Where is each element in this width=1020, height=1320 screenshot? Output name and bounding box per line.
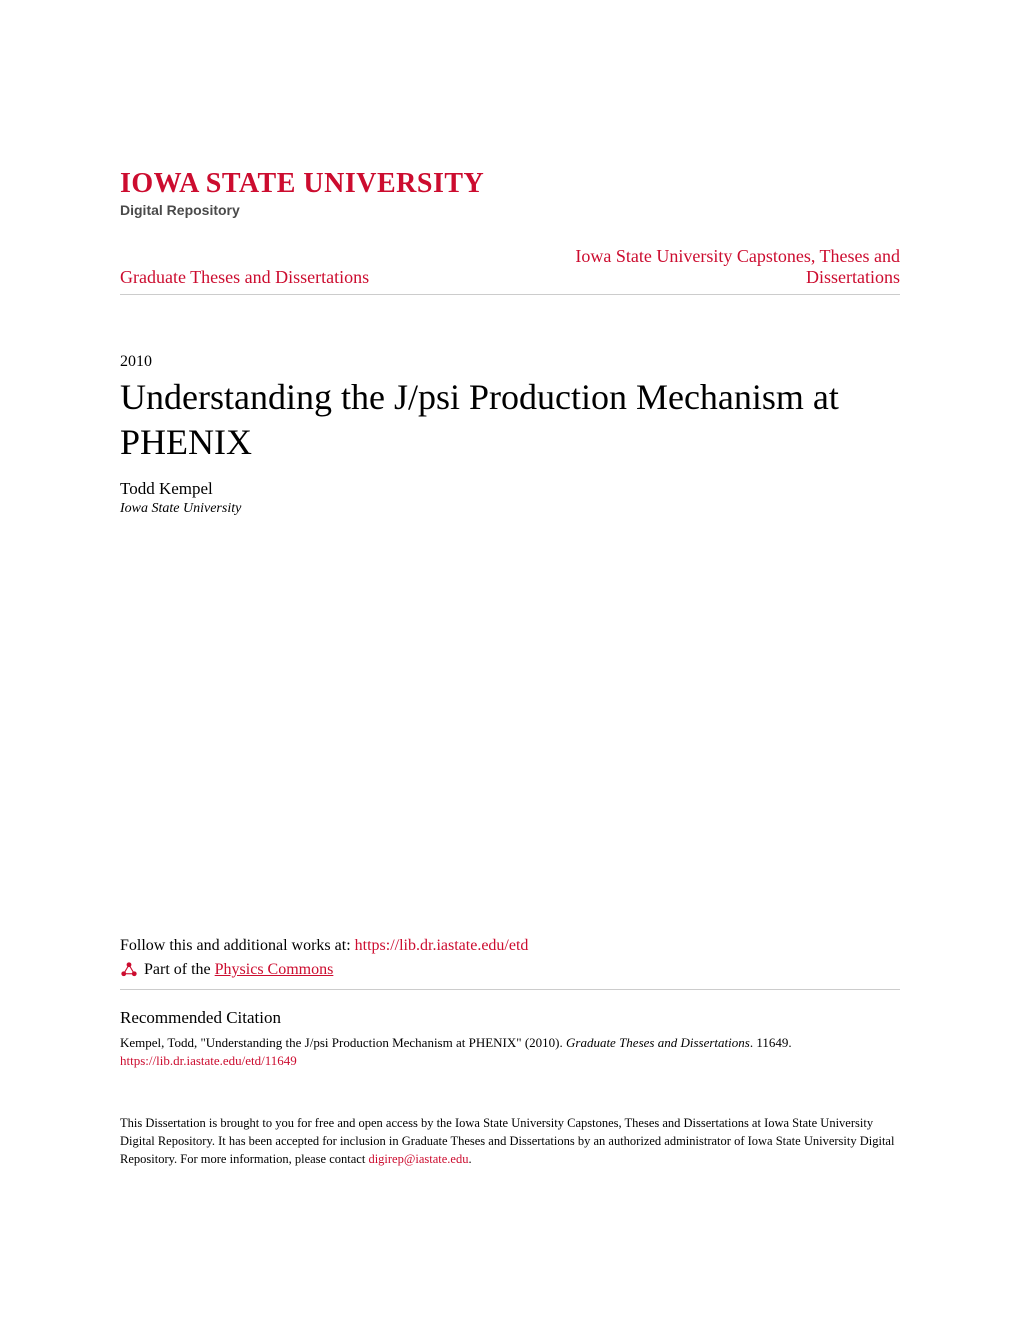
citation-part1: Kempel, Todd, "Understanding the J/psi P… [120,1035,566,1050]
institution-logo: IOWA STATE UNIVERSITY Digital Repository [120,168,900,218]
footer-part2: . [468,1152,471,1166]
part-of-text: Part of the Physics Commons [144,961,333,979]
document-year: 2010 [120,353,900,371]
document-affiliation: Iowa State University [120,501,900,517]
institution-name: IOWA STATE UNIVERSITY [120,168,900,200]
citation-heading: Recommended Citation [120,1008,900,1028]
citation-italic: Graduate Theses and Dissertations [566,1035,750,1050]
document-author: Todd Kempel [120,479,900,499]
citation-part2: . 11649. [750,1035,792,1050]
nav-row: Graduate Theses and Dissertations Iowa S… [120,246,900,295]
part-of-line: Part of the Physics Commons [120,961,900,990]
citation-link[interactable]: https://lib.dr.iastate.edu/etd/11649 [120,1053,297,1068]
nav-right-link[interactable]: Iowa State University Capstones, Theses … [520,246,900,288]
network-icon [120,961,138,979]
follow-prefix: Follow this and additional works at: [120,937,355,954]
part-of-prefix: Part of the [144,961,215,978]
citation-section: Recommended Citation Kempel, Todd, "Unde… [120,1008,900,1070]
footer-text: This Dissertation is brought to you for … [120,1114,900,1168]
citation-text: Kempel, Todd, "Understanding the J/psi P… [120,1034,900,1052]
commons-link[interactable]: Physics Commons [215,961,334,978]
document-title: Understanding the J/psi Production Mecha… [120,375,900,465]
follow-line: Follow this and additional works at: htt… [120,937,900,955]
follow-url-link[interactable]: https://lib.dr.iastate.edu/etd [355,937,529,954]
page-container: IOWA STATE UNIVERSITY Digital Repository… [0,0,1020,1229]
nav-left-link[interactable]: Graduate Theses and Dissertations [120,267,369,288]
contact-link[interactable]: digirep@iastate.edu [368,1152,468,1166]
footer-part1: This Dissertation is brought to you for … [120,1116,894,1166]
follow-section: Follow this and additional works at: htt… [120,937,900,990]
institution-subtitle: Digital Repository [120,202,900,218]
